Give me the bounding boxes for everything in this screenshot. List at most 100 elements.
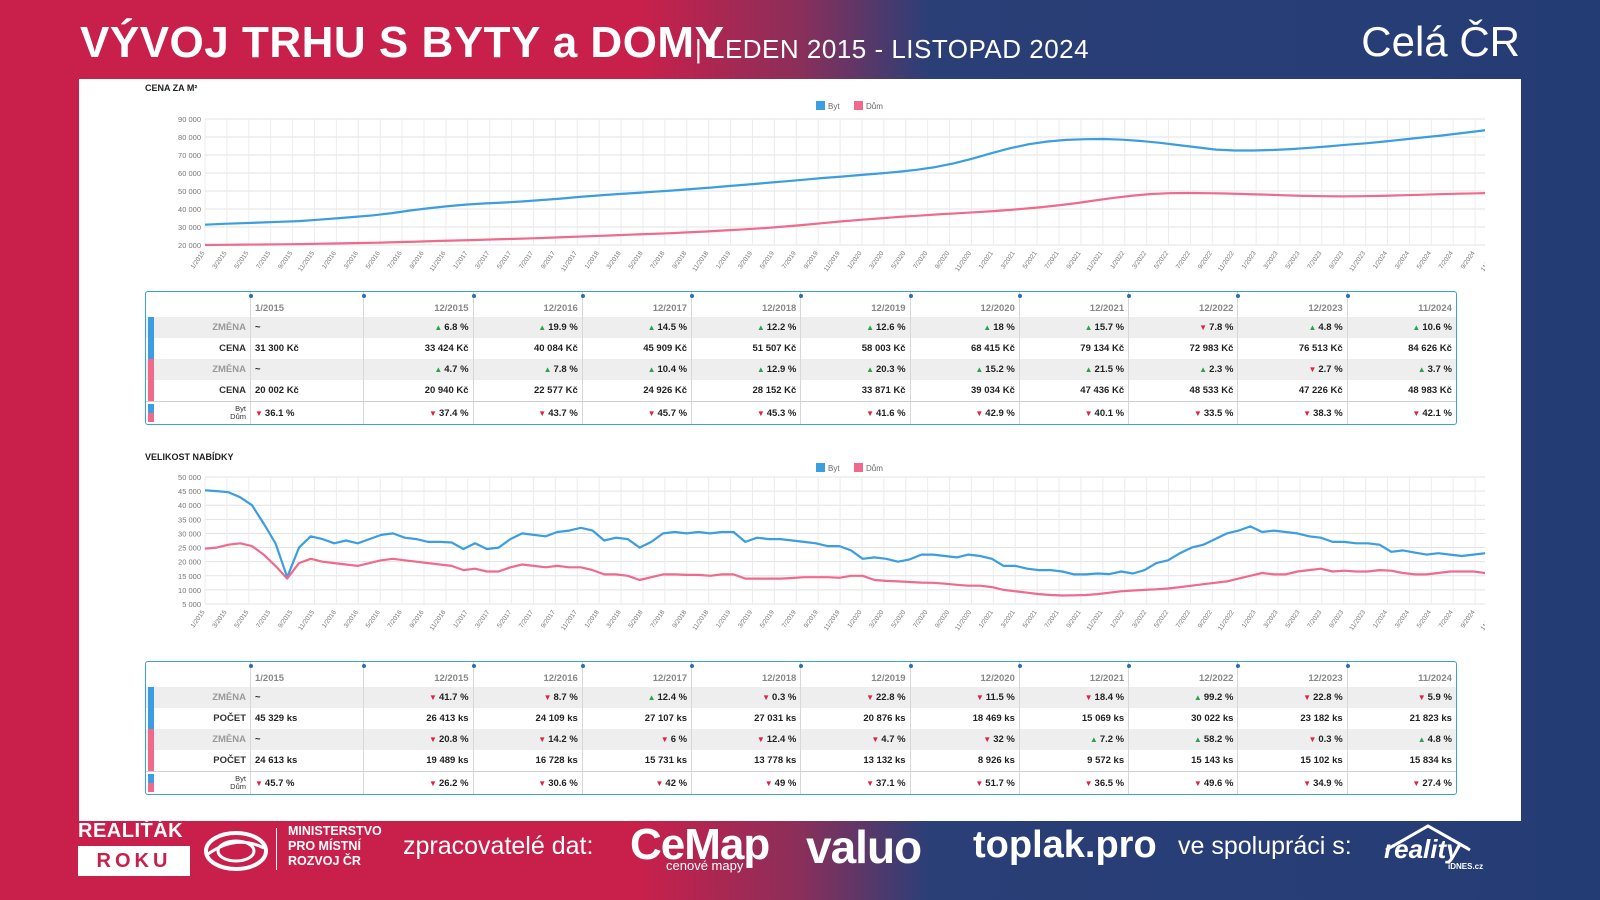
x-tick-label: 9/2018 [671, 609, 688, 630]
legend-label-dum: Dům [866, 102, 883, 111]
table-cell: ▲ 20.3 % [800, 359, 909, 380]
arrow-down-icon: ▼ [975, 693, 984, 702]
table-row: CENA 31 300 Kč 33 424 Kč 40 084 Kč 45 909 Kč… [146, 338, 1456, 359]
row-label: ZMĚNA [146, 729, 250, 750]
table-row: ZMĚNA ~ ▼ 20.8 % ▼ 14.2 % ▼ 6 % ▼ 12.4 % ▼ 4.7 % ▼ 32… [146, 729, 1456, 750]
chart-legend: Byt Dům [816, 101, 883, 111]
arrow-down-icon: ▼ [1303, 408, 1312, 418]
x-tick-label: 9/2023 [1328, 250, 1345, 271]
arrow-up-icon: ▲ [756, 323, 765, 332]
y-tick-label: 80 000 [178, 133, 201, 142]
x-tick-label: 3/2017 [474, 250, 491, 271]
arrow-down-icon: ▼ [429, 735, 437, 744]
x-tick-label: 11/2018 [691, 609, 710, 632]
y-tick-label: 90 000 [178, 115, 201, 124]
legend-swatch-byt [816, 463, 825, 472]
x-tick-label: 1/2016 [321, 250, 338, 271]
table-cell: ▲ 15.2 % [909, 359, 1019, 380]
x-tick-label: 11/2020 [954, 250, 973, 273]
x-tick-label: 9/2015 [277, 609, 294, 630]
ratio-cell: ▼ 42.1 % [1346, 402, 1456, 424]
table-cell: 27 031 ks [691, 708, 800, 729]
arrow-up-icon: ▲ [1193, 735, 1202, 744]
arrow-up-icon: ▲ [434, 365, 443, 374]
arrow-up-icon: ▲ [1308, 323, 1317, 332]
valuo-logo: valuo [806, 821, 922, 873]
arrow-up-icon: ▲ [866, 365, 875, 374]
table-cell: 26 413 ks [363, 708, 472, 729]
table-cell: ▼ 8.7 % [472, 687, 582, 708]
price-chart: Byt Dům 20 000 30 000 40 000 50 000 60 000 70 0… [178, 101, 1485, 273]
y-tick-label: 40 000 [178, 205, 201, 214]
x-tick-label: 1/2021 [978, 250, 995, 271]
row-label: CENA [146, 380, 250, 401]
arrow-up-icon: ▲ [1417, 735, 1426, 744]
x-tick-label: 11/2024 [1480, 250, 1485, 273]
period-header: 11/2024 [1345, 662, 1456, 687]
region-label: Celá ČR [1361, 18, 1520, 65]
x-tick-label: 5/2018 [627, 609, 644, 630]
table-cell: ▼ 0.3 % [691, 687, 800, 708]
y-tick-label: 70 000 [178, 151, 201, 160]
ratio-cell: ▼ 40.1 % [1018, 402, 1128, 424]
arrow-down-icon: ▼ [756, 735, 765, 744]
table-cell: ▼ 41.7 % [363, 687, 472, 708]
y-tick-label: 25 000 [178, 544, 201, 553]
x-tick-label: 9/2019 [803, 609, 820, 630]
supply-chart: Byt Dům 5 000 10 000 15 000 20 000 25 000 30 00… [178, 463, 1485, 632]
table-cell: ~ [250, 687, 363, 708]
x-tick-label: 11/2018 [691, 250, 710, 273]
x-tick-label: 5/2024 [1416, 609, 1433, 630]
table-row: ZMĚNA ~ ▲ 4.7 % ▲ 7.8 % ▲ 10.4 % ▲ 12.9 % ▲ 20.3 % ▲… [146, 359, 1456, 380]
toplak-logo: toplak.pro [973, 824, 1157, 866]
x-tick-label: 7/2018 [649, 250, 666, 271]
table-cell: 47 436 Kč [1018, 380, 1128, 401]
y-tick-label: 45 000 [178, 487, 201, 496]
x-tick-label: 7/2019 [781, 609, 798, 630]
table-row: CENA 20 002 Kč 20 940 Kč 22 577 Kč 24 926 Kč… [146, 380, 1456, 401]
x-tick-label: 11/2015 [297, 250, 316, 273]
house-roof-icon [1385, 824, 1471, 852]
table-cell: 20 876 ks [800, 708, 909, 729]
x-tick-label: 7/2020 [912, 609, 929, 630]
period-header: 12/2021 [1017, 662, 1128, 687]
x-tick-label: 9/2020 [934, 250, 951, 271]
table-cell: 48 983 Kč [1346, 380, 1456, 401]
period-header: 12/2019 [799, 662, 909, 687]
ratio-cell: ▼ 49 % [691, 772, 800, 794]
x-tick-label: 11/2016 [429, 250, 448, 273]
x-tick-label: 1/2021 [978, 609, 995, 630]
arrow-down-icon: ▼ [983, 735, 992, 744]
arrow-down-icon: ▼ [866, 693, 875, 702]
period-header: 12/2017 [580, 292, 691, 317]
chart-legend: Byt Dům [816, 463, 883, 473]
table-cell: 45 329 ks [250, 708, 363, 729]
table-cell: 39 034 Kč [909, 380, 1019, 401]
table-cell: 20 940 Kč [363, 380, 472, 401]
x-tick-label: 1/2017 [452, 250, 469, 271]
table-cell: 24 613 ks [250, 750, 363, 771]
legend-swatch-dum [854, 101, 863, 110]
ratio-cell: ▼ 43.7 % [472, 402, 582, 424]
table-cell: ~ [250, 729, 363, 750]
x-tick-label: 9/2021 [1065, 250, 1082, 271]
series-line-byt [204, 129, 1485, 226]
period-header: 12/2022 [1127, 292, 1237, 317]
x-tick-label: 3/2015 [211, 250, 228, 271]
period-header: 11/2024 [1345, 292, 1456, 317]
y-tick-label: 60 000 [178, 169, 201, 178]
ratio-cell: ▼ 26.2 % [363, 772, 472, 794]
footer: REALIŤÁK ROKU MINISTERSTVO PRO MÍSTNÍ RO… [78, 820, 1522, 900]
table-cell: 76 513 Kč [1237, 338, 1346, 359]
header-spacer [146, 292, 250, 317]
ratio-cell: ▼ 33.5 % [1128, 402, 1237, 424]
row-label: CENA [146, 338, 250, 359]
legend-swatch-byt [816, 101, 825, 110]
table-cell: ▲ 4.8 % [1237, 317, 1346, 338]
table-cell: 13 132 ks [800, 750, 909, 771]
x-tick-label: 5/2015 [233, 609, 250, 630]
arrow-down-icon: ▼ [1417, 693, 1426, 702]
x-tick-label: 3/2015 [211, 609, 228, 630]
x-tick-label: 7/2022 [1175, 250, 1192, 271]
table-cell: 84 626 Kč [1346, 338, 1456, 359]
